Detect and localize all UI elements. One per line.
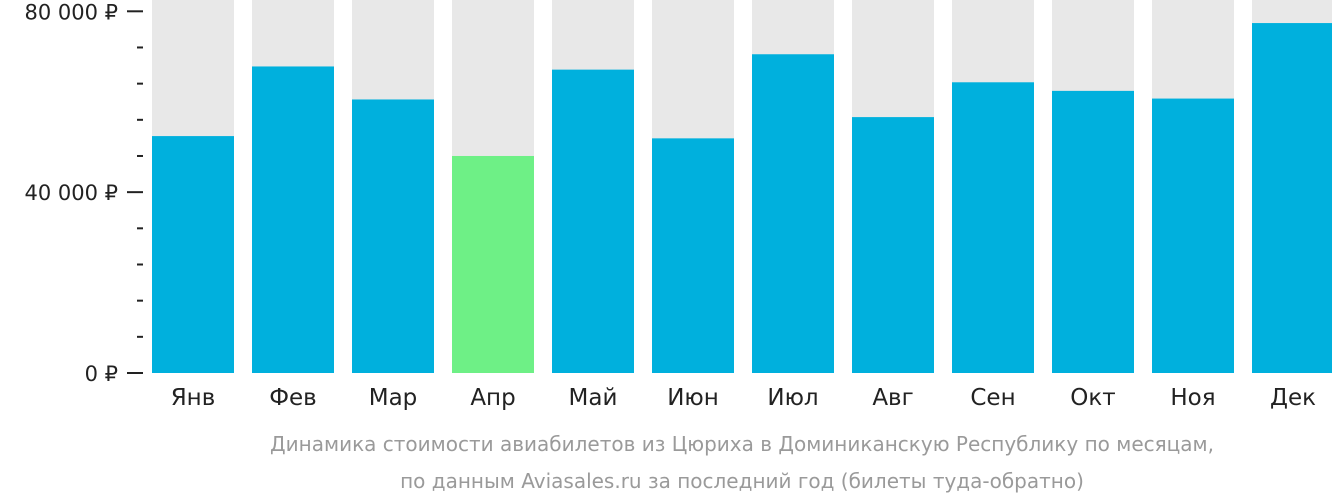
bar	[852, 117, 934, 373]
y-tick-label: 40 000 ₽	[24, 181, 118, 205]
bar	[152, 136, 234, 373]
bar	[552, 69, 634, 374]
x-tick-label: Июл	[767, 385, 818, 411]
bar	[1252, 23, 1332, 374]
x-tick-label: Ноя	[1170, 385, 1215, 411]
x-tick-label: Июн	[667, 385, 719, 411]
x-tick-label: Дек	[1270, 385, 1316, 411]
x-tick-label: Авг	[872, 385, 913, 411]
x-tick-label: Фев	[269, 385, 317, 411]
bar	[352, 99, 434, 373]
bar	[252, 66, 334, 373]
y-tick-label: 80 000 ₽	[24, 0, 118, 24]
x-tick-label: Мар	[369, 385, 418, 411]
x-tick-label: Окт	[1070, 385, 1115, 411]
bar	[1052, 90, 1134, 373]
bar	[952, 82, 1034, 373]
bar	[652, 138, 734, 373]
x-tick-label: Май	[569, 385, 618, 411]
bar	[452, 155, 534, 373]
chart-caption-line-1: Динамика стоимости авиабилетов из Цюриха…	[270, 432, 1214, 456]
bar	[1152, 98, 1234, 373]
chart-caption-line-2: по данным Aviasales.ru за последний год …	[400, 469, 1084, 493]
x-tick-label: Сен	[970, 385, 1015, 411]
x-tick-label: Янв	[171, 385, 216, 411]
bar-chart: 80 000 ₽ 40 000 ₽ 0 ₽ Янв Фев Мар Апр Май Июн Июл…	[24, 0, 1332, 411]
x-tick-label: Апр	[470, 385, 515, 411]
y-tick-label: 0 ₽	[85, 362, 118, 386]
bar	[752, 54, 834, 373]
